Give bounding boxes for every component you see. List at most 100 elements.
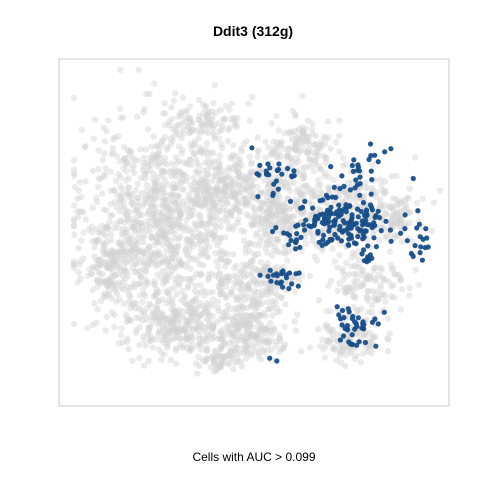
highlighted-cell-point bbox=[327, 208, 333, 214]
background-cell-point bbox=[180, 171, 187, 179]
background-cell-point bbox=[180, 342, 187, 349]
background-cell-point bbox=[124, 283, 131, 290]
background-cell-point bbox=[161, 336, 168, 344]
background-cell-point bbox=[209, 197, 217, 205]
background-cell-point bbox=[141, 199, 148, 207]
background-cell-point bbox=[141, 362, 148, 369]
highlighted-cell-point bbox=[264, 171, 270, 177]
background-cell-point bbox=[85, 226, 92, 233]
background-cell-point bbox=[149, 151, 157, 158]
background-cell-point bbox=[176, 233, 184, 240]
background-cell-point bbox=[76, 261, 83, 268]
background-cell-point bbox=[101, 138, 109, 145]
background-cell-point bbox=[164, 207, 172, 214]
background-cell-point bbox=[205, 154, 212, 161]
background-cell-point bbox=[188, 238, 196, 246]
background-cell-point bbox=[232, 296, 240, 304]
background-cell-point bbox=[100, 206, 108, 213]
background-cell-point bbox=[175, 243, 182, 250]
background-cell-point bbox=[126, 292, 133, 299]
background-cell-point bbox=[75, 269, 83, 276]
background-cell-point bbox=[151, 205, 158, 213]
highlighted-cell-point bbox=[347, 187, 353, 193]
background-cell-point bbox=[184, 319, 191, 326]
background-cell-point bbox=[255, 242, 262, 249]
background-cell-point bbox=[237, 174, 244, 181]
background-cell-point bbox=[101, 150, 108, 157]
background-cell-point bbox=[202, 200, 210, 208]
background-cell-point bbox=[396, 218, 403, 225]
background-cell-point bbox=[334, 287, 341, 294]
background-cell-point bbox=[265, 210, 273, 218]
background-cell-point bbox=[207, 149, 214, 156]
background-cell-point bbox=[218, 144, 226, 152]
background-cell-point bbox=[147, 338, 154, 345]
background-cell-point bbox=[82, 216, 90, 223]
background-cell-point bbox=[133, 326, 140, 334]
background-cell-point bbox=[232, 181, 239, 188]
background-cell-point bbox=[204, 182, 212, 189]
background-cell-point bbox=[210, 323, 217, 330]
background-cell-point bbox=[406, 284, 413, 292]
background-cell-point bbox=[107, 231, 115, 238]
background-cell-point bbox=[206, 243, 213, 250]
highlighted-cell-point bbox=[361, 247, 367, 253]
background-cell-point bbox=[144, 245, 151, 253]
background-cell-point bbox=[173, 207, 181, 215]
background-cell-point bbox=[252, 335, 260, 342]
background-cell-point bbox=[209, 296, 217, 303]
background-cell-point bbox=[95, 261, 102, 268]
background-cell-point bbox=[126, 298, 133, 305]
background-cell-point bbox=[306, 229, 314, 236]
background-cell-point bbox=[145, 163, 152, 170]
background-cell-point bbox=[160, 190, 167, 197]
background-cell-point bbox=[184, 241, 191, 248]
background-cell-point bbox=[156, 194, 163, 201]
background-cell-point bbox=[125, 345, 132, 353]
background-cell-point bbox=[210, 356, 217, 363]
highlighted-cell-point bbox=[269, 228, 276, 235]
background-cell-point bbox=[215, 335, 222, 342]
background-cell-point bbox=[368, 302, 376, 309]
background-cell-point bbox=[194, 233, 202, 241]
background-cell-point bbox=[225, 361, 232, 368]
background-cell-point bbox=[173, 122, 180, 129]
background-cell-point bbox=[128, 258, 135, 266]
background-cell-point bbox=[327, 145, 334, 152]
background-cell-point bbox=[161, 215, 168, 222]
background-cell-point bbox=[188, 212, 195, 219]
background-cell-point bbox=[169, 190, 176, 197]
background-cell-point bbox=[217, 196, 224, 203]
background-cell-point bbox=[222, 293, 229, 300]
background-cell-point bbox=[203, 335, 211, 342]
background-cell-point bbox=[125, 237, 133, 244]
background-cell-point bbox=[161, 330, 168, 337]
background-cell-point bbox=[111, 187, 118, 194]
background-cell-point bbox=[132, 238, 139, 245]
background-cell-point bbox=[166, 271, 174, 278]
background-cell-point bbox=[140, 337, 147, 344]
highlighted-cell-point bbox=[404, 238, 410, 244]
background-cell-point bbox=[70, 170, 78, 177]
background-cell-point bbox=[115, 171, 122, 178]
background-cell-point bbox=[180, 186, 188, 193]
background-cell-point bbox=[77, 275, 84, 282]
background-cell-point bbox=[162, 228, 169, 235]
background-cell-point bbox=[206, 194, 214, 202]
background-cell-point bbox=[115, 248, 122, 256]
background-cell-point bbox=[412, 266, 419, 274]
background-cell-point bbox=[195, 313, 202, 320]
background-cell-point bbox=[108, 295, 115, 302]
background-cell-point bbox=[158, 168, 165, 175]
highlighted-cell-point bbox=[378, 228, 384, 234]
background-cell-point bbox=[96, 270, 104, 278]
background-cell-point bbox=[124, 240, 131, 247]
background-cell-point bbox=[197, 217, 204, 224]
background-cell-point bbox=[148, 234, 155, 242]
background-cell-point bbox=[214, 185, 222, 192]
background-cell-point bbox=[167, 319, 174, 326]
background-cell-point bbox=[164, 197, 171, 204]
background-cell-point bbox=[294, 185, 302, 193]
background-cell-point bbox=[159, 311, 167, 319]
background-cell-point bbox=[172, 345, 180, 352]
